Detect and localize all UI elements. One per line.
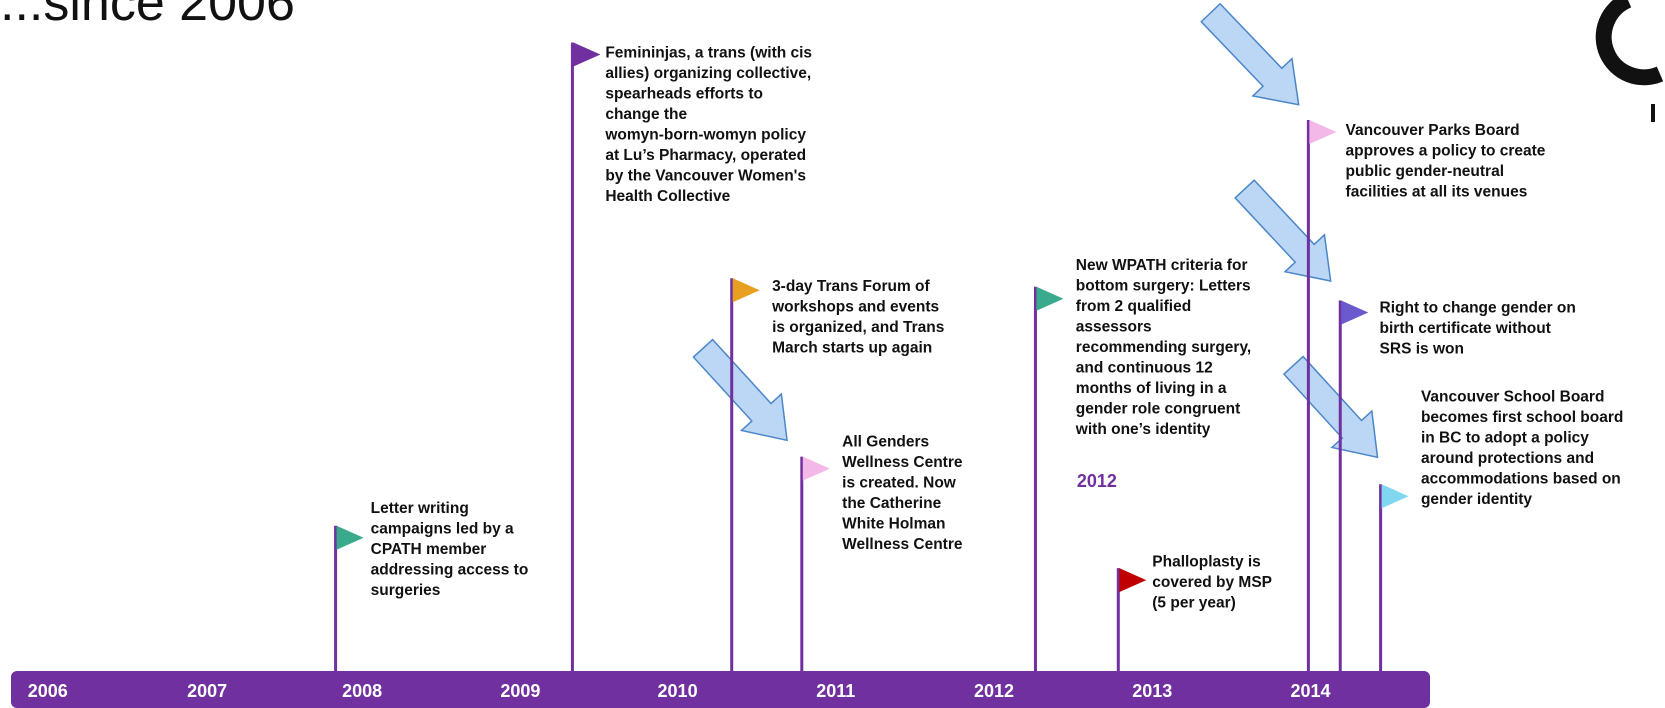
event-text: Letter writing	[371, 500, 469, 517]
event-text: from 2 qualified	[1076, 298, 1191, 315]
year-label: 2014	[1290, 681, 1330, 701]
arrow	[692, 338, 788, 442]
flag	[802, 456, 830, 481]
flag	[573, 42, 601, 67]
event-text: the Catherine	[842, 495, 941, 512]
year-label: 2009	[500, 681, 540, 701]
arrow	[1200, 2, 1300, 106]
event-text: bottom surgery: Letters	[1076, 278, 1251, 295]
event-text: (5 per year)	[1152, 594, 1236, 611]
event-text: SRS is won	[1380, 340, 1464, 357]
year-label: 2010	[658, 681, 698, 701]
event-text: Right to change gender on	[1380, 299, 1576, 316]
event-text: public gender-neutral	[1346, 163, 1504, 180]
event-text: approves a policy to create	[1346, 143, 1546, 160]
event-text: and continuous 12	[1076, 360, 1213, 377]
event-text: in BC to adopt a policy	[1421, 430, 1589, 447]
event-text: CPATH member	[371, 541, 487, 558]
event-text: with one’s identity	[1075, 421, 1211, 438]
event-text: Femininjas, a trans (with cis	[605, 45, 812, 62]
event-text: is organized, and Trans	[772, 319, 944, 336]
event-text: womyn-born-womyn policy	[604, 127, 806, 144]
event-text: covered by MSP	[1152, 574, 1272, 591]
event-text: surgeries	[371, 582, 441, 599]
year-label: 2008	[342, 681, 382, 701]
year-label: 2007	[187, 681, 227, 701]
flag	[1341, 300, 1369, 325]
event-text: campaigns led by a	[371, 521, 514, 538]
event-text: Vancouver Parks Board	[1346, 122, 1520, 139]
event-text: recommending surgery,	[1076, 339, 1251, 356]
timeline-bar	[11, 671, 1430, 708]
year-label: 2011	[816, 681, 855, 701]
event-text: change the	[605, 106, 687, 123]
logo-fragment	[1651, 104, 1655, 122]
event-text: Wellness Centre	[842, 454, 963, 471]
event-text: birth certificate without	[1380, 320, 1551, 337]
event-text: allies) organizing collective,	[605, 65, 811, 82]
event-text: becomes first school board	[1421, 409, 1623, 426]
flag	[1119, 568, 1147, 593]
slide-title: ...since 2006	[0, 0, 295, 32]
flag	[1309, 120, 1337, 145]
event-text: Phalloplasty is	[1152, 553, 1261, 570]
event-text: facilities at all its venues	[1346, 184, 1528, 201]
event-text: White Holman	[842, 515, 945, 532]
event-text: assessors	[1076, 319, 1152, 336]
event-text: All Genders	[842, 433, 929, 450]
event-text: spearheads efforts to	[605, 86, 763, 103]
event-text: New WPATH criteria for	[1076, 257, 1248, 274]
event-text: addressing access to	[371, 562, 529, 579]
flag	[1381, 484, 1409, 509]
event-text: 3-day Trans Forum of	[772, 278, 930, 295]
arrow	[1282, 355, 1379, 459]
event-text: gender identity	[1421, 491, 1532, 508]
event-text: Wellness Centre	[842, 536, 963, 553]
flag	[336, 525, 364, 550]
event-text: at Lu’s Pharmacy, operated	[605, 147, 806, 164]
flag	[1036, 286, 1064, 311]
event-text: months of living in a	[1076, 380, 1227, 397]
event-text: is created. Now	[842, 474, 957, 491]
event-text: March starts up again	[772, 340, 932, 357]
event-text: Health Collective	[605, 188, 730, 205]
year-label: 2012	[974, 681, 1014, 701]
event-text: around protections and	[1421, 450, 1594, 467]
year-label: 2006	[28, 681, 68, 701]
event-text: Vancouver School Board	[1421, 389, 1604, 406]
year-highlight: 2012	[1077, 471, 1117, 491]
logo-fragment	[1595, 0, 1664, 86]
event-text: accommodations based on	[1421, 471, 1621, 488]
flag	[732, 278, 760, 303]
year-label: 2013	[1132, 681, 1172, 701]
event-text: workshops and events	[771, 299, 939, 316]
event-text: by the Vancouver Women's	[605, 168, 806, 185]
event-text: gender role congruent	[1076, 401, 1241, 418]
